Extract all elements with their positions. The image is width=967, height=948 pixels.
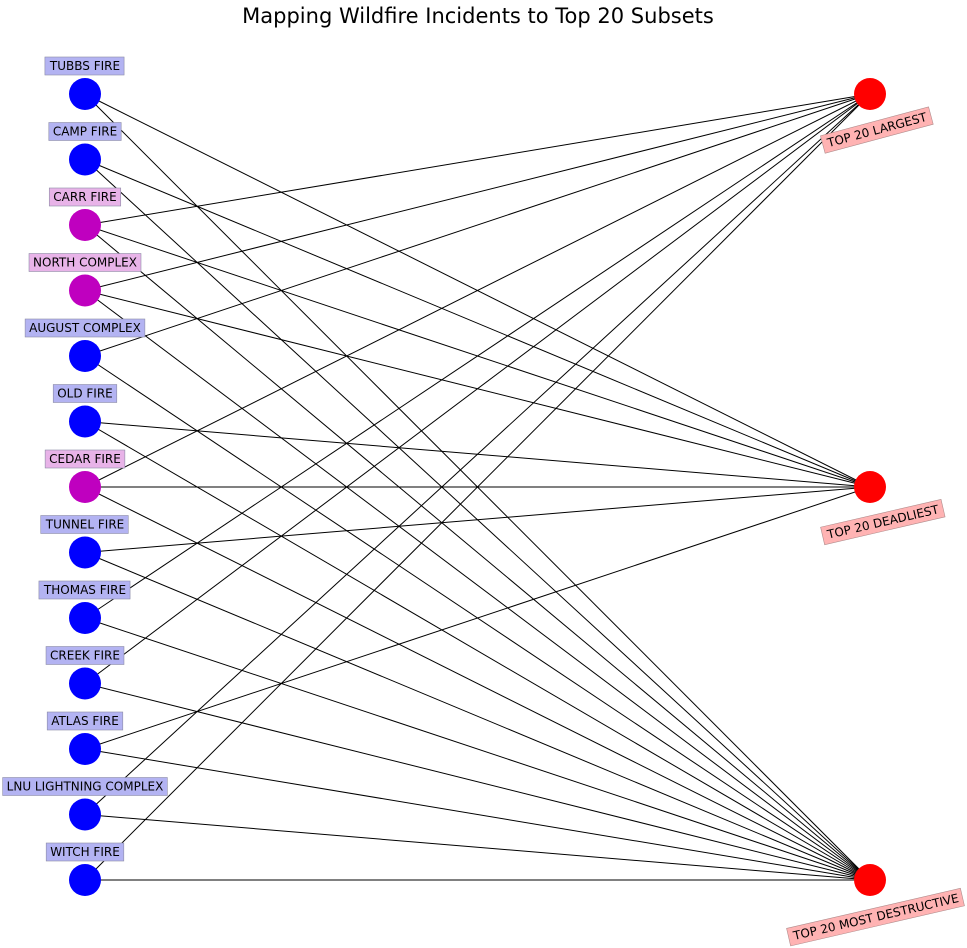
subset-label-text: TOP 20 MOST DESTRUCTIVE [791, 891, 960, 943]
fire-label-text: CEDAR FIRE [49, 452, 121, 466]
fire-label-box [46, 711, 124, 731]
fire-label-box [48, 187, 122, 207]
fire-label-text: CAMP FIRE [53, 125, 117, 139]
fire-label-north-complex: NORTH COMPLEX [28, 253, 142, 272]
edge-carr-fire-to-largest [84, 93, 871, 226]
edge-north-complex-to-destructive [84, 290, 871, 881]
diagram-title: Mapping Wildfire Incidents to Top 20 Sub… [242, 4, 714, 28]
edge-creek-fire-to-largest [84, 93, 871, 684]
fire-label-box [28, 253, 142, 272]
fire-label-text: LNU LIGHTNING COMPLEX [7, 780, 164, 794]
subset-node-destructive [854, 864, 886, 896]
fire-node-august-complex [69, 340, 101, 372]
fire-label-box [2, 777, 168, 796]
edge-august-complex-to-largest [84, 93, 871, 357]
fire-label-text: AUGUST COMPLEX [29, 321, 141, 335]
fire-label-text: ATLAS FIRE [51, 714, 119, 728]
edge-lnu-lightning-complex-to-largest [84, 93, 871, 815]
fire-label-box [45, 646, 125, 665]
edge-creek-fire-to-destructive [84, 683, 871, 881]
fire-label-august-complex: AUGUST COMPLEX [24, 318, 146, 338]
fire-node-carr-fire [69, 209, 101, 241]
fire-label-lnu-lightning-complex: LNU LIGHTNING COMPLEX [2, 777, 168, 796]
fire-label-box [40, 515, 129, 534]
edge-tunnel-fire-to-destructive [84, 552, 871, 881]
fire-node-old-fire [69, 405, 101, 438]
fire-label-atlas-fire: ATLAS FIRE [46, 711, 124, 731]
edge-carr-fire-to-destructive [84, 224, 871, 881]
fire-label-text: OLD FIRE [57, 387, 113, 401]
subset-label-deadliest: TOP 20 DEADLIEST [820, 499, 946, 546]
fire-label-text: TUBBS FIRE [49, 59, 120, 73]
fire-label-creek-fire: CREEK FIRE [45, 646, 125, 665]
fire-label-box [38, 580, 131, 600]
subset-label-largest: TOP 20 LARGEST [820, 106, 934, 154]
fire-node-lnu-lightning-complex [69, 798, 101, 831]
edge-thomas-fire-to-largest [84, 93, 871, 619]
subset-label-box [786, 887, 965, 947]
fire-label-thomas-fire: THOMAS FIRE [38, 580, 131, 600]
fire-label-text: NORTH COMPLEX [33, 256, 137, 270]
fire-label-text: THOMAS FIRE [43, 583, 126, 597]
fire-label-box [24, 318, 146, 338]
edge-thomas-fire-to-destructive [84, 617, 871, 881]
fire-node-witch-fire [69, 864, 101, 896]
fire-label-text: CREEK FIRE [50, 649, 120, 663]
fire-label-tubbs-fire: TUBBS FIRE [44, 56, 125, 76]
subset-node-deadliest [854, 471, 886, 503]
fire-node-thomas-fire [69, 602, 101, 634]
edge-witch-fire-to-largest [84, 93, 871, 881]
edge-cedar-fire-to-largest [84, 93, 871, 488]
edge-cedar-fire-to-destructive [84, 486, 871, 881]
fire-label-box [44, 449, 126, 469]
fire-label-box [52, 384, 118, 403]
edge-camp-fire-to-deadliest [84, 159, 871, 488]
fire-label-old-fire: OLD FIRE [52, 384, 118, 403]
edge-tunnel-fire-to-deadliest [84, 486, 871, 553]
fire-label-box [48, 122, 122, 141]
fire-node-creek-fire [69, 667, 101, 700]
fire-label-camp-fire: CAMP FIRE [48, 122, 122, 141]
subset-label-box [820, 106, 934, 154]
edge-old-fire-to-destructive [84, 421, 871, 881]
fire-node-tubbs-fire [69, 78, 101, 110]
edge-atlas-fire-to-deadliest [84, 486, 871, 750]
labels-layer: TUBBS FIRE CAMP FIRE CARR FIRE NORTH COMPLE… [2, 56, 965, 947]
edges-layer [84, 93, 871, 881]
fire-label-box [45, 842, 125, 862]
fire-label-cedar-fire: CEDAR FIRE [44, 449, 126, 469]
fire-node-north-complex [69, 274, 101, 307]
fire-label-text: WITCH FIRE [50, 845, 120, 859]
fire-label-text: CARR FIRE [53, 190, 116, 204]
fire-label-carr-fire: CARR FIRE [48, 187, 122, 207]
nodes-layer [69, 78, 886, 896]
edge-lnu-lightning-complex-to-destructive [84, 814, 871, 881]
fire-label-box [44, 56, 125, 76]
subset-label-destructive: TOP 20 MOST DESTRUCTIVE [786, 887, 965, 947]
subset-node-largest [854, 78, 886, 110]
fire-node-tunnel-fire [69, 536, 101, 569]
fire-node-cedar-fire [69, 471, 101, 503]
fire-label-witch-fire: WITCH FIRE [45, 842, 125, 862]
fire-label-text: TUNNEL FIRE [45, 518, 125, 532]
edge-north-complex-to-largest [84, 93, 871, 291]
subset-label-box [820, 499, 946, 546]
edge-atlas-fire-to-destructive [84, 748, 871, 881]
fire-node-camp-fire [69, 143, 101, 176]
fire-label-tunnel-fire: TUNNEL FIRE [40, 515, 129, 534]
fire-node-atlas-fire [69, 733, 101, 765]
